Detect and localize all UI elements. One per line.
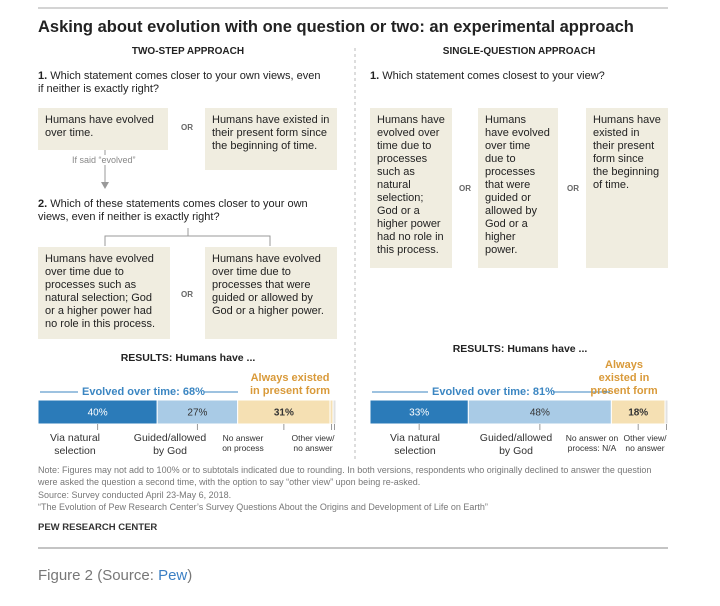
- question: 2. Which of these statements comes close…: [38, 198, 333, 224]
- category: Via natural selection: [389, 432, 440, 457]
- arrow-head: [101, 182, 109, 189]
- brand: PEW RESEARCH CENTER: [38, 522, 158, 533]
- q-text: Which statement comes closer to your own…: [38, 70, 321, 95]
- option: Humans have evolved over time due to pro…: [205, 247, 337, 339]
- citation: “The Evolution of Pew Research Center’s …: [38, 502, 488, 512]
- option: Humans have evolved over time.: [38, 108, 168, 150]
- option: Humans have existed in their present for…: [205, 108, 337, 170]
- q-number: 1.: [38, 70, 48, 82]
- note: Note: Figures may not add to 100% or to …: [38, 465, 652, 487]
- bar-label: 31%: [274, 408, 294, 419]
- caption-text: Figure 2 (Source:: [38, 567, 159, 584]
- question: 1. Which statement comes closest to your…: [370, 70, 668, 83]
- results-title: RESULTS: Humans have ...: [120, 352, 256, 364]
- category: Via natural selection: [49, 432, 100, 457]
- bar-label: 40%: [88, 408, 108, 419]
- bar-segment: [332, 399, 337, 425]
- question: 1. Which statement comes closer to your …: [38, 70, 328, 96]
- caption-text: ): [187, 567, 193, 584]
- category: No answer on process: [222, 433, 264, 453]
- bracket: [104, 228, 271, 246]
- or: OR: [567, 184, 579, 193]
- option: Humans have evolved over time due to pro…: [370, 108, 452, 268]
- q-number: 1.: [370, 70, 380, 82]
- existed-label: Always existed in present form: [590, 359, 658, 397]
- bar-label: 18%: [628, 408, 648, 419]
- or: OR: [181, 123, 193, 132]
- caption-link[interactable]: Pew: [158, 567, 188, 584]
- q-text: Which of these statements comes closer t…: [38, 198, 308, 223]
- option: Humans have evolved over time due to pro…: [38, 247, 170, 339]
- heading: TWO-STEP APPROACH: [131, 46, 245, 57]
- q-number: 2.: [38, 198, 48, 210]
- or: OR: [459, 184, 471, 193]
- bar-segment: [610, 399, 666, 425]
- category: Guided/allowed by God: [479, 432, 553, 457]
- evolved-label: Evolved over time: 81%: [432, 386, 555, 398]
- existed-label: Always existed in present form: [249, 372, 331, 397]
- heading: SINGLE-QUESTION APPROACH: [442, 46, 596, 57]
- bar-segment: [237, 399, 331, 425]
- bar-label: 33%: [409, 408, 429, 419]
- caption: Figure 2 (Source: Pew): [38, 567, 192, 584]
- category: Other view/ no answer: [623, 433, 667, 453]
- bar-segment: [467, 399, 612, 425]
- bar-label: 48%: [530, 408, 550, 419]
- title: Asking about evolution with one question…: [38, 18, 634, 36]
- category: Guided/allowed by God: [133, 432, 207, 457]
- source: Source: Survey conducted April 23-May 6,…: [38, 490, 232, 500]
- option: Humans have existed in their present for…: [586, 108, 668, 268]
- category: Other view/ no answer: [291, 433, 335, 453]
- evolved-label: Evolved over time: 68%: [82, 386, 205, 398]
- option: Humans have evolved over time due to pro…: [478, 108, 558, 268]
- bar-label: 27%: [187, 408, 207, 419]
- bar-segment: [664, 399, 669, 425]
- or: OR: [181, 290, 193, 299]
- results-title: RESULTS: Humans have ...: [452, 343, 588, 355]
- bar-segment: [369, 399, 469, 425]
- bar-segment: [37, 399, 158, 425]
- arrow-label: If said “evolved”: [70, 155, 138, 165]
- category: No answer on process: N/A: [565, 433, 619, 453]
- q-text: Which statement comes closest to your vi…: [382, 70, 605, 82]
